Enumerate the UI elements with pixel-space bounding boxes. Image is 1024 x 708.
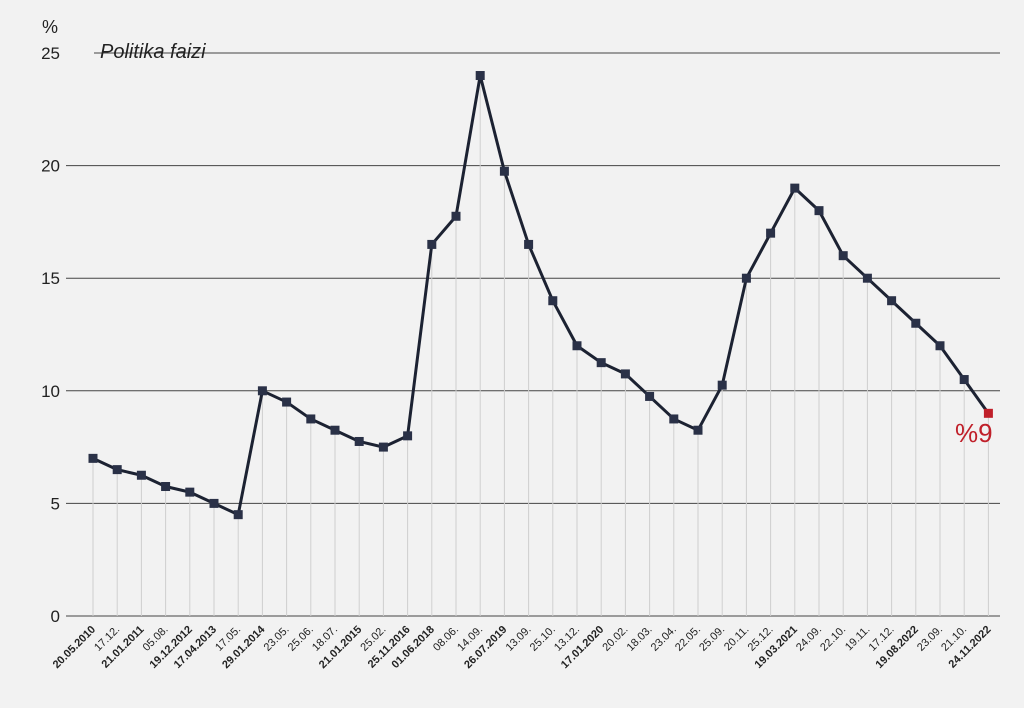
data-point [524, 239, 534, 249]
data-point [378, 442, 388, 452]
data-point [136, 470, 146, 480]
data-point [572, 341, 582, 351]
grid-layer: 0 5 10 15 20 25 [41, 44, 1000, 626]
x-tick-label: 24.09. [794, 624, 824, 654]
data-point [814, 206, 824, 216]
data-point [790, 183, 800, 193]
x-tick-label: 25.09. [697, 624, 727, 654]
x-tick-label: 13.09. [504, 624, 534, 654]
x-tick-label: 23.05. [262, 624, 292, 654]
chart-title: Politika faizi [100, 41, 206, 63]
data-point [233, 510, 243, 520]
data-point [88, 453, 98, 463]
data-point [185, 487, 195, 497]
data-point [838, 251, 848, 261]
data-point [548, 296, 558, 306]
x-tick-labels: 20.05.201017.12.21.01.201105.08.19.12.20… [51, 623, 994, 671]
data-point [645, 391, 655, 401]
data-point [766, 228, 776, 238]
x-tick-label: 23.09. [915, 624, 945, 654]
data-point [596, 358, 606, 368]
data-point [862, 273, 872, 283]
data-point [403, 431, 413, 441]
data-point [306, 414, 316, 424]
data-point [741, 273, 751, 283]
marker-layer [88, 71, 993, 520]
data-point-current [983, 408, 993, 418]
data-point [911, 318, 921, 328]
data-point [693, 425, 703, 435]
data-point [257, 386, 267, 396]
data-point [620, 369, 630, 379]
x-tick-label: 19.11. [843, 624, 873, 654]
data-point [209, 498, 219, 508]
data-point [330, 425, 340, 435]
data-point [475, 71, 485, 81]
data-point [499, 166, 509, 176]
data-point [959, 375, 969, 385]
data-point [282, 397, 292, 407]
data-point [669, 414, 679, 424]
current-rate-annotation: %9 [955, 418, 993, 448]
line-layer [92, 74, 990, 517]
x-tick-label: 08.06. [431, 624, 461, 654]
dropline-layer [92, 75, 989, 616]
y-axis-unit: % [42, 17, 58, 37]
data-point [717, 380, 727, 390]
data-point [112, 465, 122, 475]
x-tick-label: 22.10. [818, 624, 848, 654]
y-tick-label: 15 [41, 269, 60, 288]
y-tick-label: 25 [41, 44, 60, 63]
x-tick-label: 23.04. [649, 624, 679, 654]
data-point [427, 239, 437, 249]
data-point [354, 436, 364, 446]
y-tick-label: 5 [51, 494, 60, 513]
series-line [92, 74, 990, 517]
x-tick-label: 20.05.2010 [51, 624, 98, 671]
x-tick-label: 25.10. [528, 624, 558, 654]
x-tick-label: 22.05. [673, 624, 703, 654]
y-tick-label: 0 [51, 607, 60, 626]
data-point [451, 211, 461, 221]
x-tick-label: 20.02. [600, 624, 630, 654]
y-tick-label: 10 [41, 382, 60, 401]
data-point [935, 341, 945, 351]
y-tick-label: 20 [41, 157, 60, 176]
x-tick-label: 25.06. [286, 624, 316, 654]
data-point [887, 296, 897, 306]
x-tick-label: 20.11. [722, 624, 752, 654]
data-point [161, 482, 171, 492]
x-tick-label: 18.03. [625, 624, 655, 654]
